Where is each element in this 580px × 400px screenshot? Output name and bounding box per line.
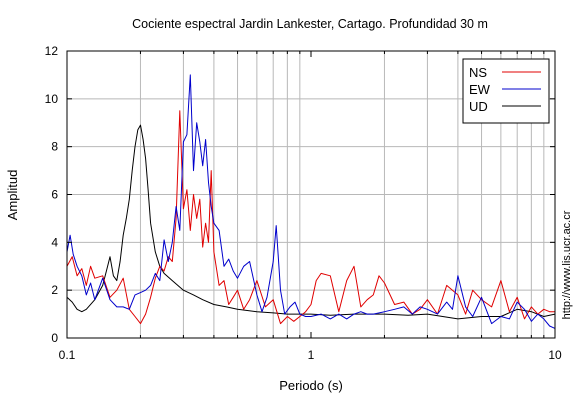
y-tick-label: 12 (45, 44, 59, 58)
y-tick-label: 10 (45, 92, 59, 106)
source-watermark: http://www.lis.ucr.ac.cr (561, 210, 573, 319)
legend-label-ew: EW (469, 82, 491, 97)
series-line-ns (66, 110, 555, 325)
legend-box (462, 58, 550, 124)
x-axis-label: Periodo (s) (279, 378, 343, 393)
y-tick-label: 2 (51, 283, 58, 297)
axis-ticks: 0 2 4 6 8 10 12 0.1 1 10 (45, 44, 562, 362)
chart-title: Cociente espectral Jardin Lankester, Car… (132, 17, 488, 31)
y-axis-label: Amplitud (5, 170, 20, 221)
x-tick-label: 0.1 (59, 348, 76, 362)
y-tick-label: 0 (51, 331, 58, 345)
y-tick-label: 6 (51, 188, 58, 202)
x-tick-label: 10 (548, 348, 562, 362)
series-layer (66, 74, 556, 329)
legend-label-ud: UD (469, 99, 488, 114)
legend: NS EW UD (462, 58, 550, 124)
grid-lines (67, 51, 555, 338)
legend-label-ns: NS (469, 65, 487, 80)
y-tick-label: 8 (51, 140, 58, 154)
y-tick-label: 4 (51, 235, 58, 249)
series-line-ew (66, 74, 556, 329)
x-tick-label: 1 (308, 348, 315, 362)
